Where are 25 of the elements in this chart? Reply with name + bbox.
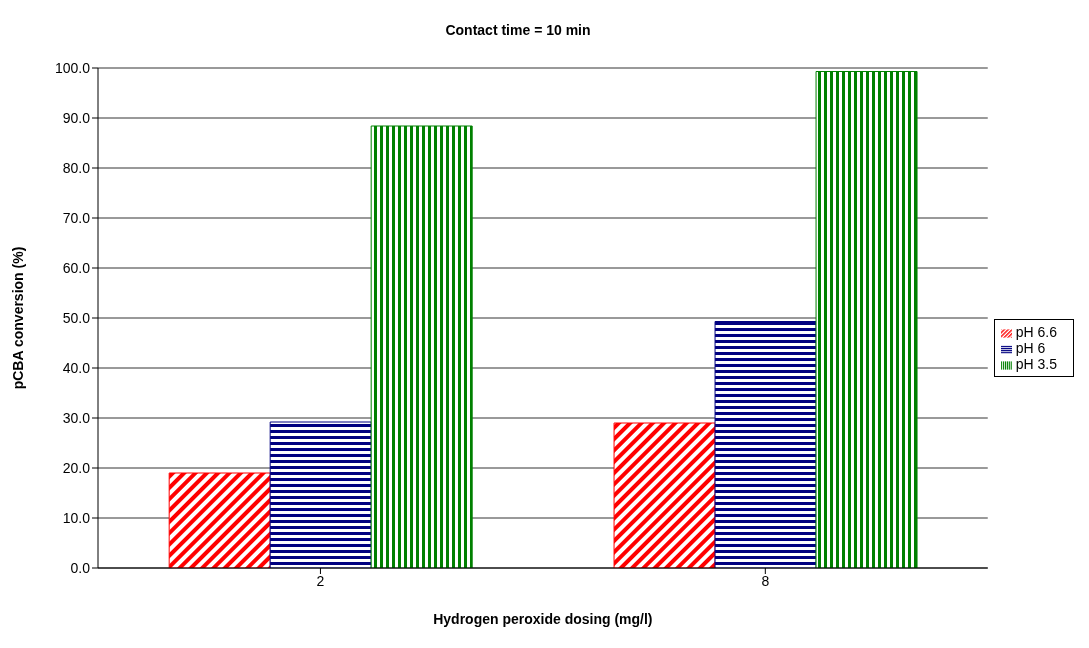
bar bbox=[269, 421, 372, 568]
bar bbox=[815, 71, 918, 568]
x-axis-title: Hydrogen peroxide dosing (mg/l) bbox=[433, 611, 653, 627]
x-tick-label: 8 bbox=[761, 572, 770, 589]
y-tick-label: 40.0 bbox=[62, 359, 91, 376]
y-tick-label: 10.0 bbox=[62, 509, 91, 526]
y-tick-label: 100.0 bbox=[54, 59, 91, 76]
y-tick-label: 50.0 bbox=[62, 309, 91, 326]
bar bbox=[613, 422, 716, 568]
legend-label: pH 6 bbox=[1015, 340, 1046, 356]
y-tick-label: 0.0 bbox=[70, 559, 91, 576]
bar bbox=[714, 321, 817, 568]
legend-label: pH 3.5 bbox=[1015, 356, 1057, 372]
y-tick-label: 90.0 bbox=[62, 109, 91, 126]
bar bbox=[370, 125, 473, 568]
chart-title: Contact time = 10 min bbox=[444, 21, 592, 40]
x-tick-label: 2 bbox=[316, 572, 325, 589]
y-tick-label: 60.0 bbox=[62, 259, 91, 276]
y-axis-title: pCBA conversion (%) bbox=[9, 246, 26, 390]
bar bbox=[168, 472, 271, 568]
y-tick-label: 80.0 bbox=[62, 159, 91, 176]
y-tick-label: 20.0 bbox=[62, 459, 91, 476]
y-tick-label: 30.0 bbox=[62, 409, 91, 426]
y-tick-label: 70.0 bbox=[62, 209, 91, 226]
legend-label: pH 6.6 bbox=[1015, 324, 1057, 340]
